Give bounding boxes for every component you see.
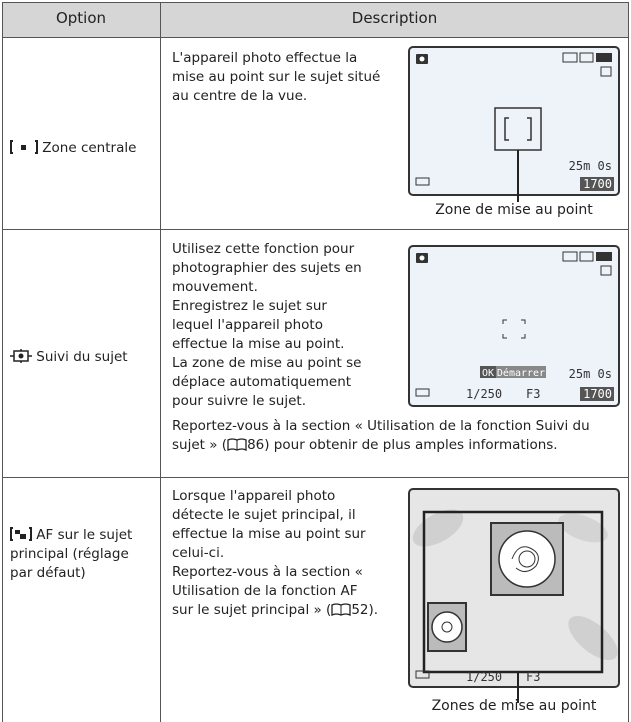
- option: Zone centrale: [10, 139, 155, 158]
- icon: [10, 527, 32, 541]
- option-text: Suivi du sujet: [36, 349, 128, 365]
- paragraph: La zone de mise au point se déplace auto…: [172, 355, 362, 409]
- paragraph: Reportez-vous à la section « Utilisation…: [172, 563, 382, 620]
- description: Utilisez cette fonction pour photographi…: [172, 240, 372, 411]
- screen-text: 1/250: [466, 670, 502, 684]
- note: Reportez-vous à la section « Utilisation…: [172, 417, 622, 455]
- book-icon: [227, 438, 247, 451]
- icon: [10, 140, 38, 154]
- screen-text: F3: [526, 387, 540, 401]
- page-ref: 52: [351, 602, 369, 618]
- header-cell: Option: [55, 9, 107, 27]
- note-text: Reportez-vous à la section « Utilisation…: [172, 418, 590, 453]
- screen-text: OK: [482, 368, 494, 379]
- camera-screen: OK Démarrer 25m 0s 1/250 F3 1700: [408, 245, 620, 407]
- option-text: AF sur le sujet principal (réglage par d…: [10, 527, 133, 581]
- screen-text: 1700: [583, 177, 612, 191]
- screen-text: 25m 0s: [569, 367, 612, 381]
- note-text: ) pour obtenir de plus amples informatio…: [264, 437, 558, 453]
- header-bg: [2, 2, 629, 37]
- camera-screen: 25m 0s 1700: [408, 46, 620, 202]
- paragraph: Utilisez cette fonction pour photographi…: [172, 241, 362, 295]
- screen-text: 1700: [583, 387, 612, 401]
- paragraph: Enregistrez le sujet sur lequel l'appare…: [172, 298, 345, 352]
- header-cell: Description: [351, 9, 438, 27]
- camera-screen: 1/250 F3: [408, 488, 620, 703]
- caption: Zone de mise au point: [435, 202, 593, 218]
- icon: [10, 349, 32, 363]
- option: AF sur le sujet principal (réglage par d…: [10, 526, 155, 583]
- note-text: ).: [368, 602, 379, 618]
- description: L'appareil photo effectue la mise au poi…: [172, 49, 390, 106]
- paragraph: Lorsque l'appareil photo détecte le suje…: [172, 488, 366, 561]
- note-text: Reportez-vous à la section « Utilisation…: [172, 564, 363, 618]
- paragraph: L'appareil photo effectue la mise au poi…: [172, 50, 381, 104]
- page-ref: 86: [247, 437, 265, 453]
- option-text: Zone centrale: [42, 140, 137, 156]
- screen-text: Démarrer: [497, 367, 545, 379]
- book-icon: [331, 603, 351, 616]
- screen-text: 1/250: [466, 387, 502, 401]
- screen-text: 25m 0s: [569, 159, 612, 173]
- screen-text: F3: [526, 670, 540, 684]
- description: Lorsque l'appareil photo détecte le suje…: [172, 487, 382, 620]
- option: Suivi du sujet: [10, 348, 155, 367]
- caption: Zones de mise au point: [431, 698, 597, 714]
